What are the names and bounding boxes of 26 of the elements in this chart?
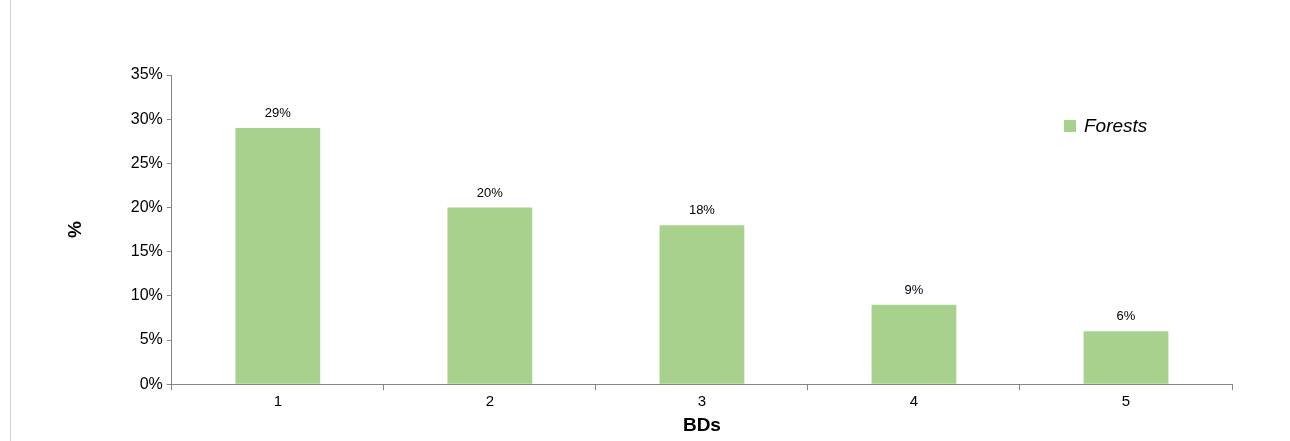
data-label: 6% bbox=[1116, 308, 1136, 324]
x-tick-label: 2 bbox=[485, 392, 495, 410]
y-axis-title: % bbox=[63, 221, 85, 239]
x-tick-label: 1 bbox=[273, 392, 283, 410]
bar bbox=[659, 225, 745, 384]
y-tick-label: 15% bbox=[130, 242, 163, 260]
data-label: 9% bbox=[904, 281, 924, 297]
x-tick-label: 5 bbox=[1121, 392, 1131, 410]
x-tick-label: 3 bbox=[697, 392, 707, 410]
y-tick-label: 10% bbox=[130, 286, 163, 304]
y-tick-label: 20% bbox=[130, 197, 163, 215]
x-tick-label: 4 bbox=[909, 392, 919, 410]
data-label: 20% bbox=[476, 184, 504, 200]
y-tick-label: 0% bbox=[139, 374, 163, 392]
y-tick-label: 5% bbox=[139, 330, 163, 348]
legend-label: Forests bbox=[1084, 115, 1148, 137]
bar bbox=[871, 304, 957, 384]
y-tick-label: 25% bbox=[130, 153, 163, 171]
bar bbox=[235, 128, 321, 384]
x-axis-title: BDs bbox=[682, 413, 721, 435]
bar bbox=[447, 207, 533, 384]
data-label: 18% bbox=[688, 202, 716, 218]
y-tick-label: 30% bbox=[130, 109, 163, 127]
data-label: 29% bbox=[264, 105, 292, 121]
y-tick-label: 35% bbox=[130, 65, 163, 83]
bar bbox=[1083, 331, 1169, 384]
